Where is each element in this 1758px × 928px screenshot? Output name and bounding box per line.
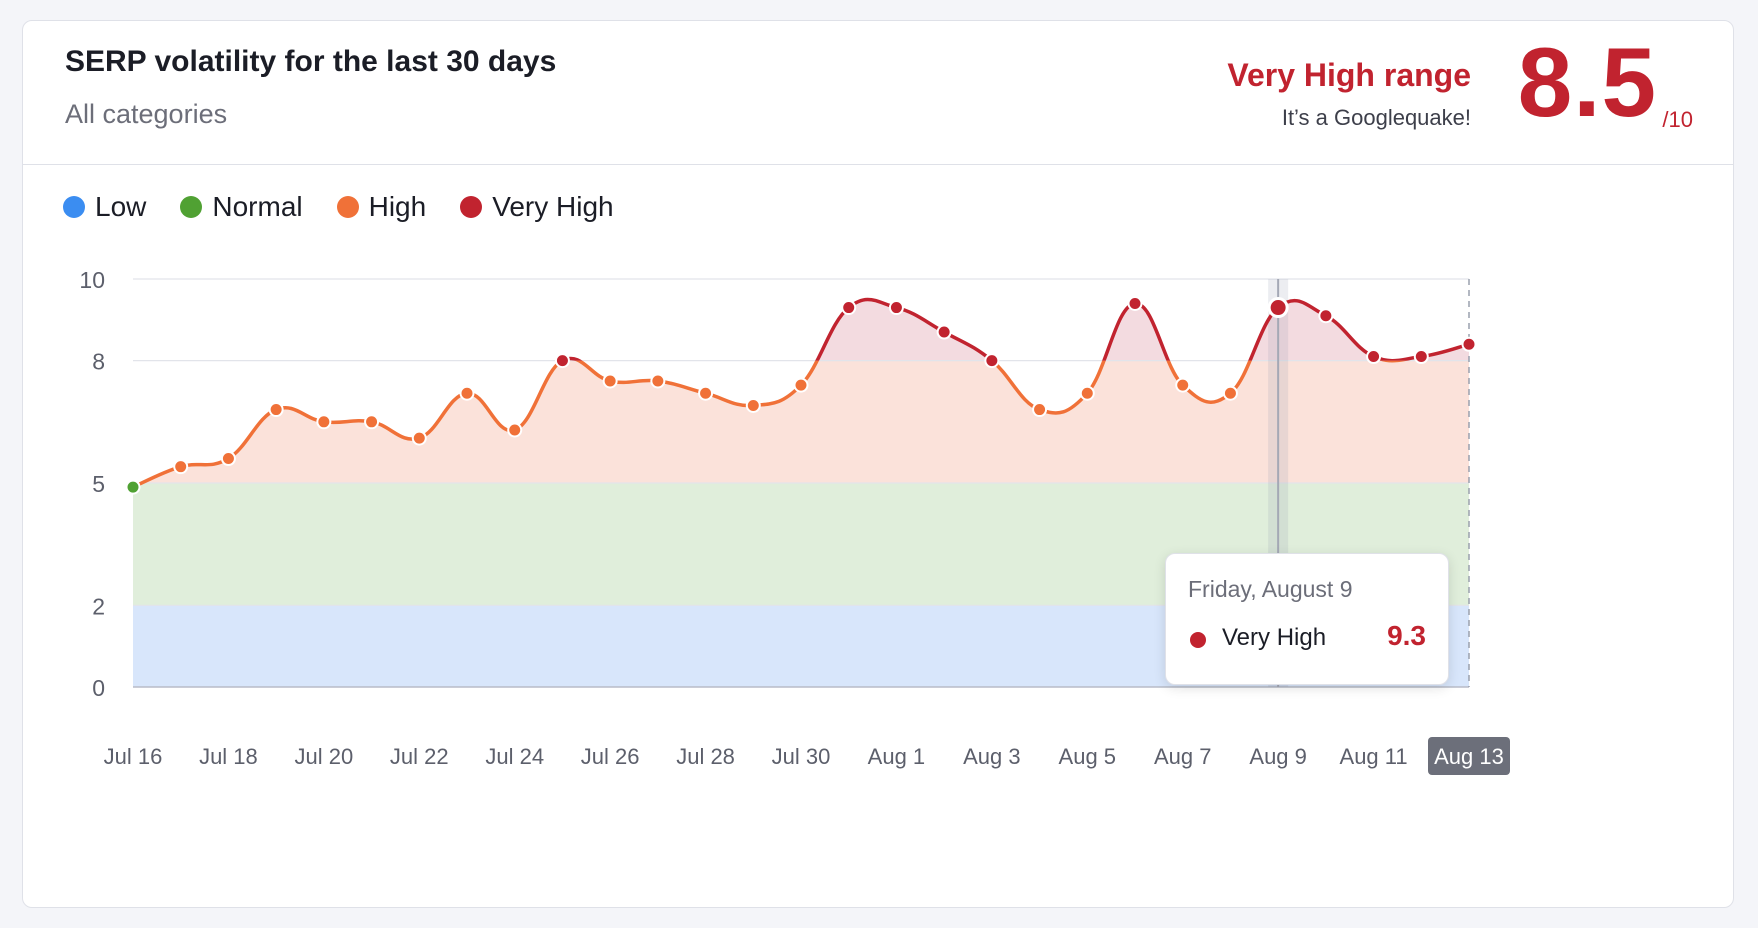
tooltip-date: Friday, August 9 [1188,576,1353,602]
data-point[interactable] [793,377,809,393]
x-tick-label: Aug 5 [1059,744,1117,769]
data-point[interactable] [459,385,475,401]
y-tick-label: 2 [92,593,105,619]
y-tick-label: 5 [92,471,105,497]
x-tick-label: Jul 24 [485,744,544,769]
y-tick-label: 10 [79,267,105,293]
x-tick-label: Jul 20 [294,744,353,769]
volatility-score: 8.5 [1517,27,1657,137]
data-point[interactable] [125,479,141,495]
data-point[interactable] [1222,385,1238,401]
data-point[interactable] [1032,402,1048,418]
data-point[interactable] [173,459,189,475]
data-point[interactable] [268,402,284,418]
tooltip-series-dot [1190,632,1206,648]
data-point[interactable] [1079,385,1095,401]
data-point[interactable] [1366,349,1382,365]
x-tick-label: Aug 7 [1154,744,1212,769]
legend-item-low[interactable]: Low [63,191,146,223]
data-point[interactable] [554,353,570,369]
card-header: SERP volatility for the last 30 days All… [23,21,1733,165]
data-point[interactable] [507,422,523,438]
x-tick-label: Aug 9 [1249,744,1307,769]
data-point[interactable] [1413,349,1429,365]
data-point[interactable] [936,324,952,340]
x-tick-label: Jul 26 [581,744,640,769]
range-label: Very High range [1227,57,1471,93]
data-point[interactable] [364,414,380,430]
x-tick-label: Jul 22 [390,744,449,769]
data-point[interactable] [650,373,666,389]
legend-item-very-high[interactable]: Very High [460,191,614,223]
chart-legend: Low Normal High Very High [63,187,614,227]
range-description: It’s a Googlequake! [1281,105,1471,130]
data-point[interactable] [1127,295,1143,311]
legend-dot-low [63,196,85,218]
y-tick-label: 8 [92,349,105,375]
legend-dot-high [336,196,359,218]
data-point[interactable] [602,373,618,389]
legend-dot-normal [180,196,203,218]
x-tick-label: Jul 30 [772,744,831,769]
data-point[interactable] [1461,336,1477,352]
legend-label-normal: Normal [212,191,303,222]
category-selector[interactable]: All categories [65,99,228,129]
data-point[interactable] [1267,297,1289,319]
legend-label-very-high: Very High [492,191,614,222]
data-point[interactable] [411,430,427,446]
data-point[interactable] [888,300,904,316]
volatility-card: SERP volatility for the last 30 days All… [22,20,1734,908]
data-point[interactable] [220,451,236,467]
x-tick-label: Aug 13 [1434,744,1504,769]
x-tick-label: Jul 18 [199,744,258,769]
legend-item-normal[interactable]: Normal [180,191,303,223]
x-tick-label: Aug 11 [1340,744,1408,769]
x-tick-label: Jul 28 [676,744,735,769]
data-point[interactable] [1175,377,1191,393]
x-tick-label: Jul 16 [104,744,163,769]
y-tick-label: 0 [92,675,105,701]
legend-dot-very-high [460,196,483,218]
data-point[interactable] [698,385,714,401]
x-tick-highlight [1428,737,1510,775]
legend-label-low: Low [95,191,147,222]
data-point[interactable] [1318,308,1334,324]
x-tick-label: Aug 3 [963,744,1021,769]
data-point[interactable] [745,397,761,413]
volatility-chart[interactable]: 0 2 5 8 10 Jul 16 Jul 18 Jul 20 Jul 22 Jul 24 Jul … [23,21,1734,908]
data-point[interactable] [316,414,332,430]
data-point[interactable] [984,353,1000,369]
data-point[interactable] [841,300,857,316]
x-tick-label: Aug 1 [868,744,926,769]
legend-item-high[interactable]: High [336,191,427,223]
legend-label-high: High [368,191,427,222]
tooltip-value: 9.3 [1387,620,1426,651]
score-max: /10 [1662,107,1693,132]
card-title: SERP volatility for the last 30 days [65,45,557,78]
tooltip-series-label: Very High [1222,624,1327,651]
chart-tooltip: Friday, August 9 Very High 9.3 [1165,553,1449,685]
